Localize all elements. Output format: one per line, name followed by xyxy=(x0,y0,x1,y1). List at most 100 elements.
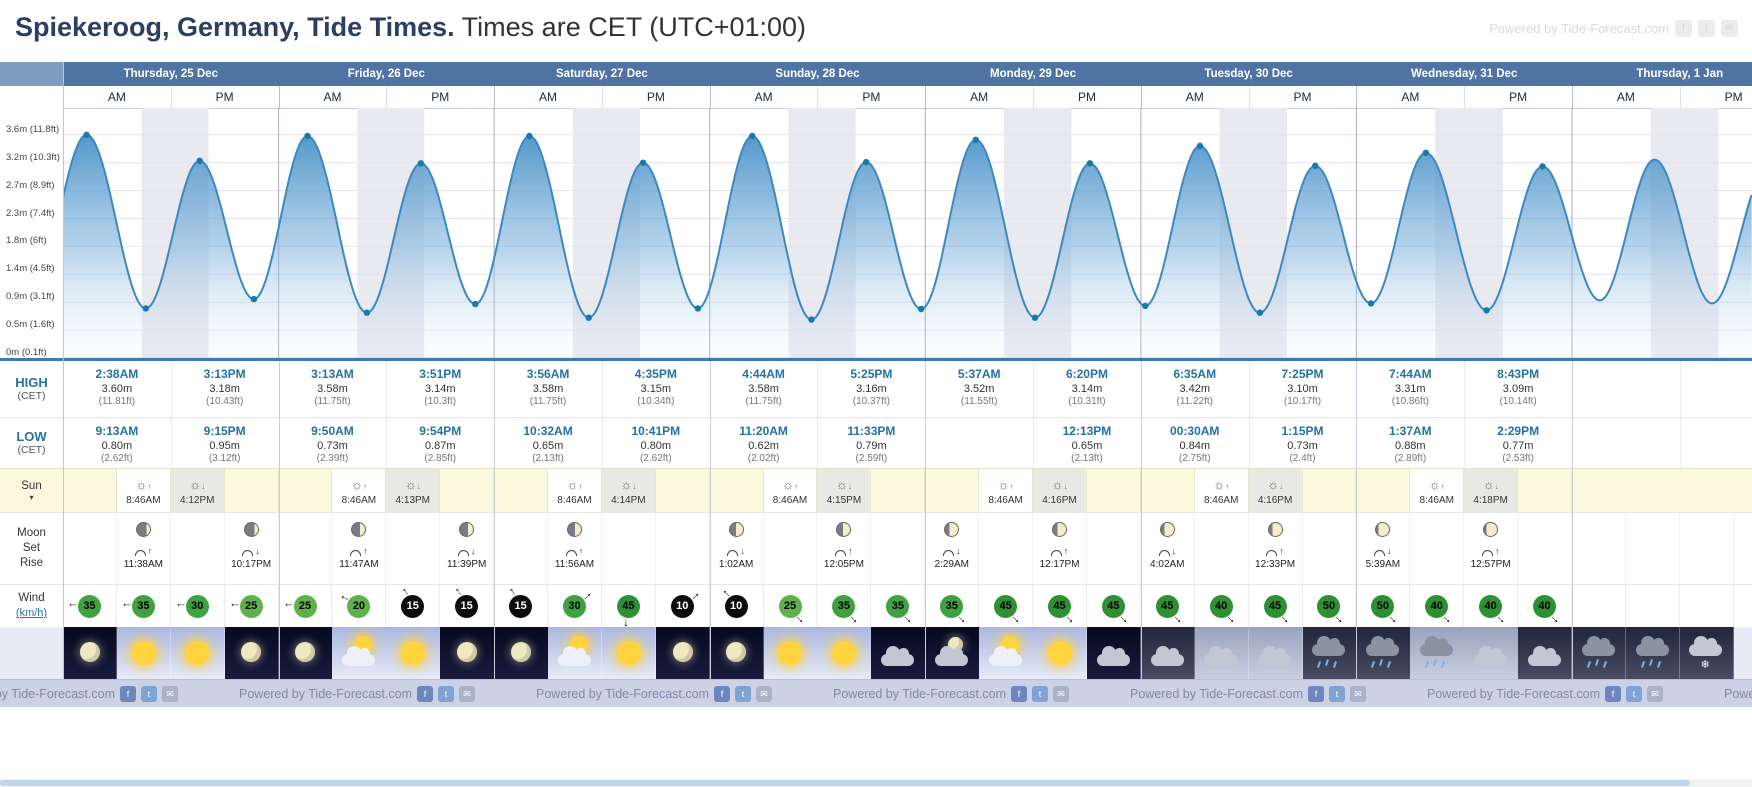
share-icon[interactable]: t xyxy=(141,685,157,702)
wind-quarter: 15 → xyxy=(440,584,495,628)
share-icon[interactable]: f xyxy=(714,685,730,702)
weather-cloud-icon xyxy=(1147,635,1189,671)
wind-units-link[interactable]: (km/h) xyxy=(15,607,48,619)
weather-cell xyxy=(278,627,333,679)
moonset-icon: ↓ xyxy=(1374,544,1392,556)
powered-by-footer-text[interactable]: Powered by Tide-Forecast.com xyxy=(833,686,1006,701)
day-header: Tuesday, 30 Dec xyxy=(1204,68,1293,80)
weather-cell xyxy=(1194,627,1250,679)
tide-height-m: 3.18m xyxy=(209,383,240,395)
powered-by-header[interactable]: Powered by Tide-Forecast.com f t ✉ xyxy=(1489,20,1738,37)
high-tide-entry: 3:13PM 3.18m (10.43ft) xyxy=(171,367,279,408)
share-icon[interactable]: t xyxy=(438,685,454,702)
tide-height-m: 0.73m xyxy=(317,440,348,452)
halfday-boundary-line xyxy=(601,361,603,468)
wind-quarter: 40 → xyxy=(1518,585,1572,628)
share-icon[interactable]: t xyxy=(1698,20,1715,37)
tide-height-ft: (10.37ft) xyxy=(852,396,890,407)
tide-height-ft: (2.4ft) xyxy=(1289,453,1316,464)
tide-height-ft: (11.75ft) xyxy=(745,396,782,407)
share-icon[interactable]: ✉ xyxy=(459,685,475,702)
day-header: Thursday, 25 Dec xyxy=(123,68,218,80)
raindrop-icon xyxy=(1432,658,1438,667)
tide-height-m: 3.14m xyxy=(1071,383,1103,395)
wind-quarter: 30 → xyxy=(171,585,225,628)
tide-time: 8:43PM xyxy=(1497,367,1540,381)
powered-by-footer-text[interactable]: Powered by Tide-Forecast.com xyxy=(239,686,412,701)
share-icon[interactable]: t xyxy=(735,685,751,702)
halfday-boundary-line xyxy=(1033,361,1035,468)
day-boundary-line xyxy=(709,361,711,679)
horizontal-scrollbar[interactable] xyxy=(0,779,1752,787)
tide-chart xyxy=(62,106,1752,359)
ampm-header-row: AM PM AM PM AM PM AM PM AM PM AM PM AM PM AM PM xyxy=(0,86,1752,109)
weather-moon-icon xyxy=(446,635,488,671)
sun-quarter xyxy=(1087,469,1141,513)
moon-phase-icon xyxy=(135,522,151,537)
share-icon[interactable]: ✉ xyxy=(162,685,178,702)
moon-phase-icon xyxy=(1375,522,1391,537)
share-icon[interactable]: t xyxy=(1032,685,1048,702)
horizontal-scrollbar-thumb[interactable] xyxy=(0,780,1690,786)
powered-by-footer-text[interactable]: Powered by Tide-Forecast.com xyxy=(1724,686,1752,701)
high-tz-label: (CET) xyxy=(17,390,46,402)
moon-quarter: ↓ 5:39AM xyxy=(1356,513,1411,585)
share-icon[interactable]: t xyxy=(1626,685,1642,702)
share-icon[interactable]: f xyxy=(1605,685,1621,702)
sunrise-time: 8:46AM xyxy=(988,495,1023,506)
tide-height-m: 3.16m xyxy=(856,383,887,395)
share-icon[interactable]: f xyxy=(1011,685,1027,702)
wind-quarter xyxy=(1572,585,1626,628)
wind-quarter: 45 → xyxy=(1141,585,1195,628)
powered-by-footer-text[interactable]: Powered by Tide-Forecast.com xyxy=(0,686,115,701)
tide-time: 3:51PM xyxy=(419,367,462,381)
sunset-time: 4:14PM xyxy=(611,495,646,506)
tide-height-ft: (11.55ft) xyxy=(960,396,998,407)
share-icon[interactable]: ✉ xyxy=(756,685,772,702)
day-divider xyxy=(709,86,711,108)
share-icon[interactable]: ✉ xyxy=(1721,20,1738,37)
halfday-divider xyxy=(601,86,603,108)
weather-cell: ❄ xyxy=(1679,627,1735,679)
day-boundary-line xyxy=(1571,361,1573,679)
share-icon[interactable]: f xyxy=(120,685,136,702)
moon-phase-icon xyxy=(1052,522,1067,537)
tide-height-m: 3.58m xyxy=(317,383,348,395)
weather-moon-icon xyxy=(715,635,757,671)
share-icon[interactable]: f xyxy=(417,685,433,702)
sun-icon xyxy=(1047,641,1072,665)
moon-phase-icon xyxy=(351,522,367,537)
sun-quarter xyxy=(925,469,980,513)
rain-cloud-icon xyxy=(1420,636,1453,656)
share-icon[interactable]: ✉ xyxy=(1053,685,1069,702)
share-icon[interactable]: f xyxy=(1308,685,1324,702)
powered-by-header-text[interactable]: Powered by Tide-Forecast.com xyxy=(1489,21,1669,36)
am-label: AM xyxy=(107,90,126,104)
moon-quarter xyxy=(63,513,117,585)
share-icon[interactable]: ✉ xyxy=(1350,685,1366,702)
tide-height-m: 3.10m xyxy=(1287,383,1318,395)
sunset-time: 4:16PM xyxy=(1257,495,1293,506)
moon-quarter: ↑ 11:56AM xyxy=(548,513,602,585)
powered-by-footer-text[interactable]: Powered by Tide-Forecast.com xyxy=(536,686,709,701)
chevron-down-icon[interactable]: ▾ xyxy=(29,492,34,502)
sun-quarter: ☼↑ 8:46AM xyxy=(332,469,387,513)
powered-by-footer[interactable]: Powered by Tide-Forecast.com ft ✉ xyxy=(0,680,178,707)
powered-by-footer-text[interactable]: Powered by Tide-Forecast.com xyxy=(1130,686,1303,701)
sunrise-icon: ☼↑ xyxy=(566,477,583,492)
tide-height-m: 0.62m xyxy=(748,440,779,452)
sun-quarter: ☼↓ 4:14PM xyxy=(601,469,656,513)
share-icon[interactable]: ✉ xyxy=(1647,685,1663,702)
share-icon[interactable]: f xyxy=(1675,20,1692,37)
low-tide-entry: 00:30AM 0.84m (2.75ft) xyxy=(1141,424,1249,465)
share-icon[interactable]: t xyxy=(1329,685,1345,702)
powered-by-footer-text[interactable]: Powered by Tide-Forecast.com xyxy=(1427,686,1600,701)
halfday-divider xyxy=(1464,86,1466,108)
